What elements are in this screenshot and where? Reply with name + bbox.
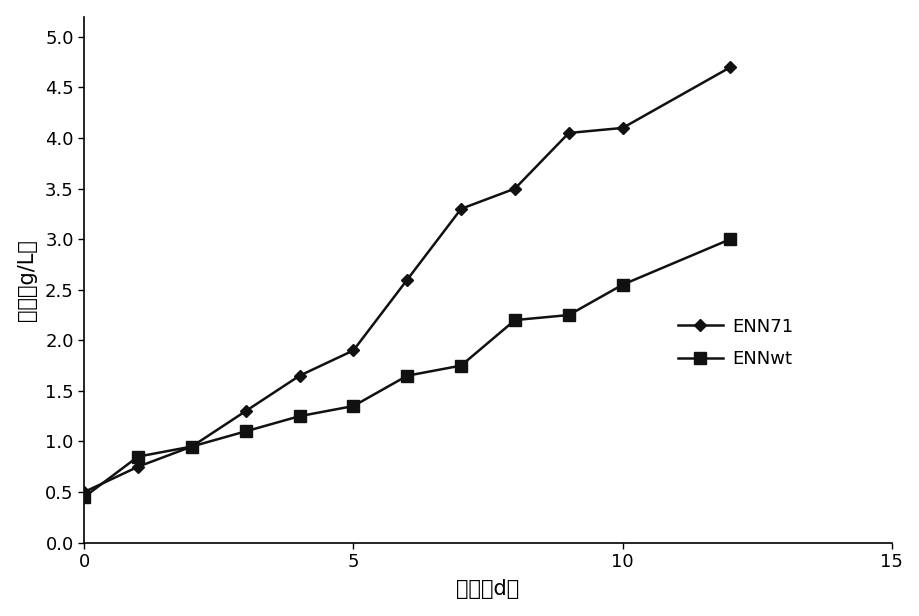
ENN71 [132, 463, 143, 471]
ENNwt [402, 372, 413, 379]
Legend: ENN71, ENNwt: ENN71, ENNwt [668, 309, 801, 377]
Line: ENNwt: ENNwt [78, 233, 735, 503]
ENN71 [617, 124, 628, 132]
ENNwt [347, 402, 358, 410]
ENN71 [562, 129, 573, 137]
ENNwt [187, 443, 198, 450]
ENN71 [509, 185, 520, 192]
ENN71 [78, 488, 89, 496]
ENN71 [347, 347, 358, 354]
ENNwt [132, 453, 143, 460]
ENNwt [240, 428, 251, 435]
ENNwt [562, 311, 573, 318]
Line: ENN71: ENN71 [80, 63, 733, 496]
ENN71 [402, 276, 413, 283]
ENN71 [187, 443, 198, 450]
ENNwt [78, 493, 89, 501]
ENN71 [294, 372, 305, 379]
ENNwt [455, 362, 466, 369]
X-axis label: 时间（d）: 时间（d） [456, 579, 519, 599]
ENNwt [617, 281, 628, 288]
ENNwt [294, 413, 305, 420]
ENN71 [724, 63, 735, 71]
ENNwt [509, 317, 520, 324]
ENN71 [455, 205, 466, 213]
ENNwt [724, 235, 735, 243]
Y-axis label: 干重（g/L）: 干重（g/L） [17, 238, 37, 320]
ENN71 [240, 407, 251, 415]
